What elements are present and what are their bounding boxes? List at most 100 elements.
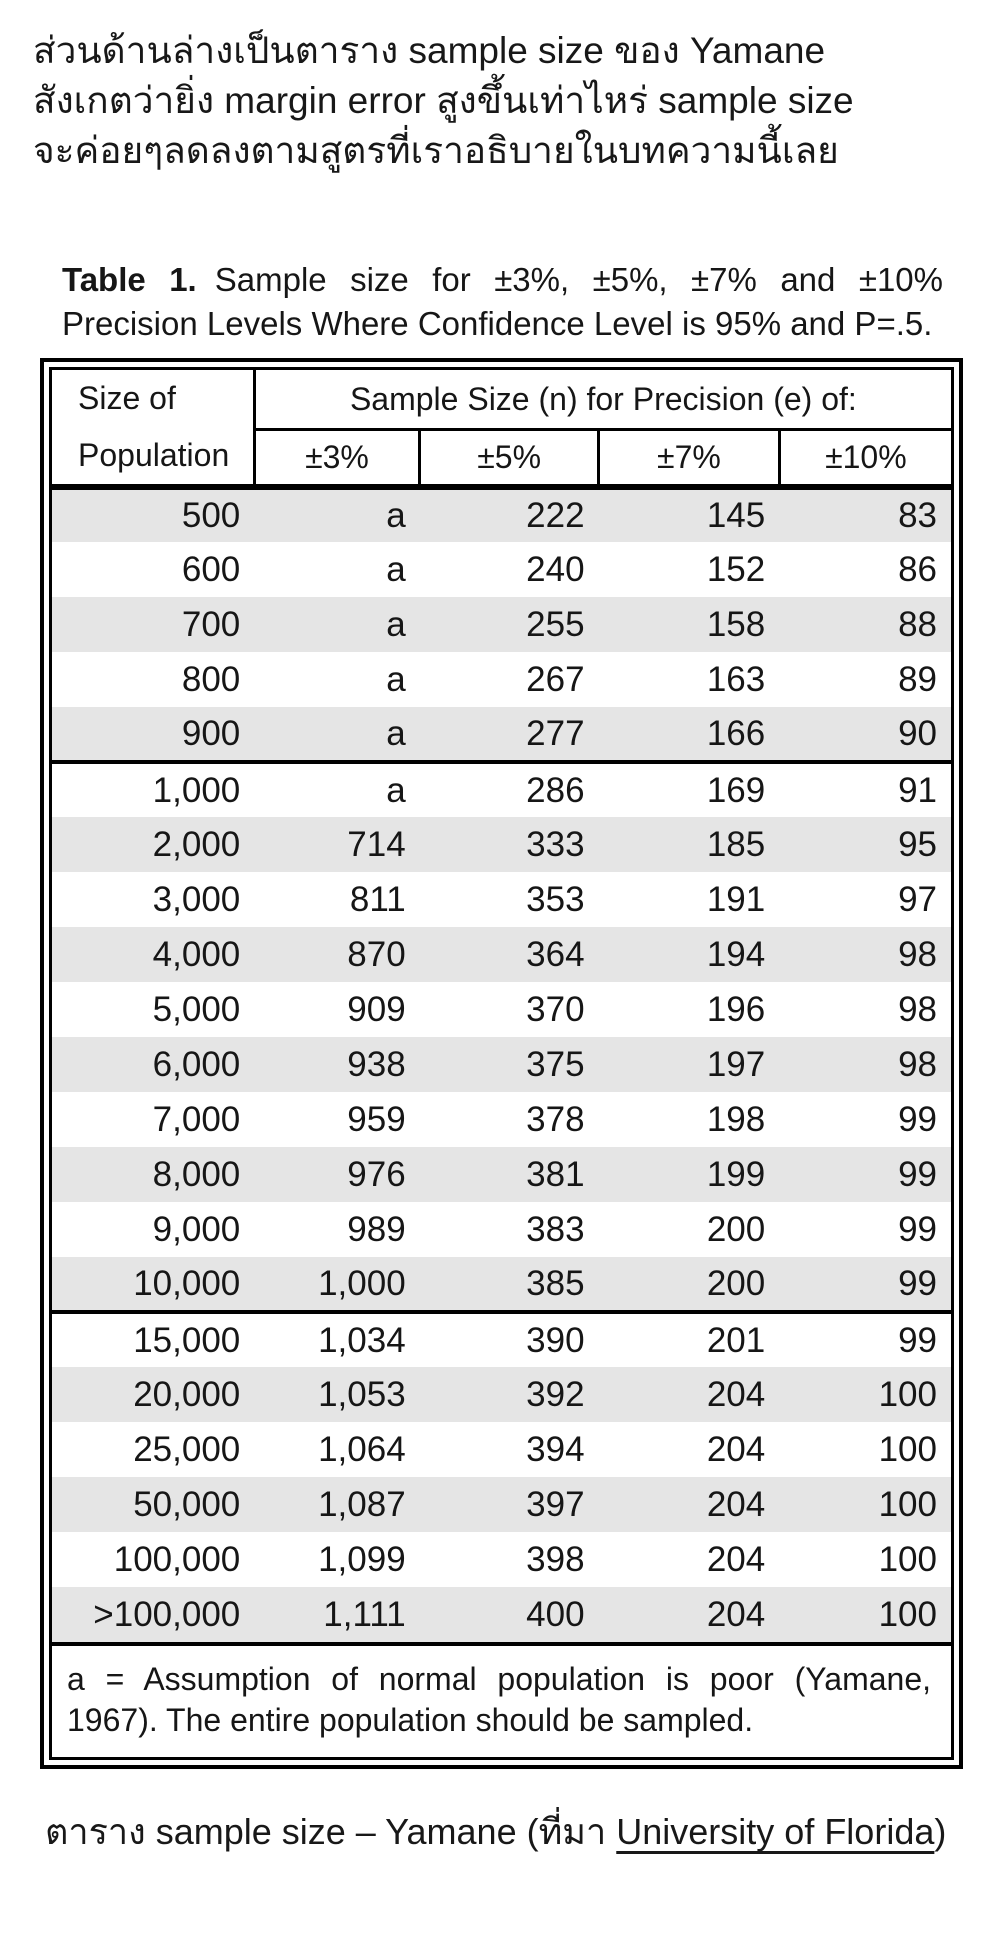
population-cell: 5,000 bbox=[152, 989, 241, 1029]
sample-size-cell: 197 bbox=[706, 1044, 766, 1084]
intro-line: สังเกตว่ายิ่ง margin error สูงขึ้นเท่าไห… bbox=[33, 80, 854, 121]
population-cell: 50,000 bbox=[133, 1484, 241, 1524]
sample-size-cell: 100 bbox=[878, 1594, 937, 1634]
caption-suffix: ) bbox=[934, 1811, 947, 1852]
sample-size-cell: 1,053 bbox=[318, 1374, 406, 1414]
population-cell: 10,000 bbox=[133, 1263, 241, 1303]
table-row: 100,000 1,099 398 204 100 bbox=[52, 1532, 951, 1587]
sample-size-cell: 381 bbox=[526, 1154, 585, 1194]
sample-size-cell: 204 bbox=[706, 1429, 766, 1469]
sample-size-cell: 333 bbox=[526, 824, 585, 864]
sample-size-cell: 204 bbox=[706, 1539, 766, 1579]
source-link[interactable]: University of Florida bbox=[616, 1811, 935, 1852]
sample-size-cell: 83 bbox=[898, 496, 937, 535]
sample-size-cell: 286 bbox=[419, 760, 599, 817]
sample-size-cell: a bbox=[386, 659, 406, 699]
sample-size-cell: 364 bbox=[526, 934, 585, 974]
table-title: Table 1. Sample size for ±3%, ±5%, ±7% an… bbox=[62, 258, 943, 346]
sample-size-cell: 91 bbox=[779, 760, 951, 817]
population-cell: 600 bbox=[181, 549, 241, 589]
population-cell: 7,000 bbox=[152, 1099, 241, 1139]
population-cell: 20,000 bbox=[133, 1374, 241, 1414]
sample-size-cell: 200 bbox=[706, 1209, 766, 1249]
table-row: 600 a 240 152 86 bbox=[52, 542, 951, 597]
sample-size-cell: 383 bbox=[526, 1209, 585, 1249]
table-row: 6,000 938 375 197 98 bbox=[52, 1037, 951, 1092]
table-row: 1,000 a 286 169 91 bbox=[52, 760, 951, 817]
sample-size-cell: 204 bbox=[706, 1484, 766, 1524]
table-row: 9,000 989 383 200 99 bbox=[52, 1202, 951, 1257]
sample-size-cell: 89 bbox=[898, 659, 937, 699]
sample-size-cell: 100 bbox=[878, 1374, 937, 1414]
population-cell: 100,000 bbox=[113, 1539, 241, 1579]
table-row: 50,000 1,087 397 204 100 bbox=[52, 1477, 951, 1532]
population-cell: 1,000 bbox=[52, 760, 255, 817]
table-row: 7,000 959 378 198 99 bbox=[52, 1092, 951, 1147]
table-row: 4,000 870 364 194 98 bbox=[52, 927, 951, 982]
population-cell: 6,000 bbox=[152, 1044, 241, 1084]
sample-size-cell: 86 bbox=[898, 549, 937, 589]
sample-size-cell: 98 bbox=[898, 1044, 937, 1084]
sample-size-cell: 98 bbox=[898, 934, 937, 974]
sample-size-cell: a bbox=[386, 713, 406, 753]
table-row: 2,000 714 333 185 95 bbox=[52, 817, 951, 872]
sample-size-cell: 100 bbox=[878, 1539, 937, 1579]
population-cell: 9,000 bbox=[152, 1209, 241, 1249]
sample-size-cell: 1,064 bbox=[318, 1429, 406, 1469]
sample-size-cell: 378 bbox=[526, 1099, 585, 1139]
header-precision-5pct: ±5% bbox=[418, 429, 599, 491]
table-body: 500 a 222 145 83 600 a 240 152 86 700 a 255 158 88 800 a… bbox=[52, 487, 951, 1642]
table-header: Size of Population Sample Size (n) for P… bbox=[52, 370, 951, 491]
sample-size-cell: 398 bbox=[526, 1539, 585, 1579]
sample-size-cell: 222 bbox=[526, 496, 585, 535]
sample-size-cell: 1,000 bbox=[318, 1263, 406, 1303]
sample-size-cell: 255 bbox=[526, 604, 585, 644]
table-row: 20,000 1,053 392 204 100 bbox=[52, 1367, 951, 1422]
table-row: 25,000 1,064 394 204 100 bbox=[52, 1422, 951, 1477]
sample-size-cell: 204 bbox=[706, 1594, 766, 1634]
header-precision-10pct: ±10% bbox=[777, 429, 951, 491]
sample-size-cell: 909 bbox=[347, 989, 406, 1029]
sample-size-cell: 400 bbox=[526, 1594, 585, 1634]
sample-size-cell: 100 bbox=[878, 1484, 937, 1524]
table-title-text: Sample size for ±3%, ±5%, ±7% and ±10% P… bbox=[62, 261, 943, 342]
sample-size-cell: 1,099 bbox=[318, 1539, 406, 1579]
population-cell: 900 bbox=[181, 713, 241, 753]
sample-size-cell: 989 bbox=[347, 1209, 406, 1249]
sample-size-cell: 394 bbox=[526, 1429, 585, 1469]
sample-size-cell: 88 bbox=[898, 604, 937, 644]
sample-size-cell: 240 bbox=[526, 549, 585, 589]
sample-size-cell: 98 bbox=[898, 989, 937, 1029]
intro-line: จะค่อยๆลดลงตามสูตรที่เราอธิบายในบทความนี… bbox=[33, 130, 839, 171]
table-row: 500 a 222 145 83 bbox=[52, 487, 951, 542]
sample-size-cell: 204 bbox=[706, 1374, 766, 1414]
sample-size-cell: 938 bbox=[347, 1044, 406, 1084]
sample-size-cell: 166 bbox=[706, 713, 766, 753]
population-cell: 700 bbox=[181, 604, 241, 644]
caption-prefix: ตาราง sample size – Yamane (ที่มา bbox=[45, 1811, 617, 1852]
sample-size-cell: 1,111 bbox=[323, 1594, 406, 1634]
sample-size-cell: 99 bbox=[779, 1310, 951, 1367]
page: { "intro": { "lines": [ "ส่วนด้านล่างเป็… bbox=[0, 26, 999, 1945]
sample-size-cell: 375 bbox=[526, 1044, 585, 1084]
table-header-row-precision: ±3% ±5% ±7% ±10% bbox=[52, 429, 951, 491]
sample-size-cell: 99 bbox=[898, 1209, 937, 1249]
population-cell: 8,000 bbox=[152, 1154, 241, 1194]
table-row: 10,000 1,000 385 200 99 bbox=[52, 1257, 951, 1312]
sample-size-cell: 277 bbox=[526, 713, 585, 753]
table-row: >100,000 1,111 400 204 100 bbox=[52, 1587, 951, 1642]
sample-size-cell: 811 bbox=[349, 879, 406, 919]
intro-paragraph: ส่วนด้านล่างเป็นตาราง sample size ของ Ya… bbox=[33, 26, 981, 176]
population-cell: 4,000 bbox=[152, 934, 241, 974]
population-cell: 25,000 bbox=[133, 1429, 241, 1469]
population-cell: 800 bbox=[181, 659, 241, 699]
sample-size-cell: a bbox=[254, 760, 420, 817]
table-row: 800 a 267 163 89 bbox=[52, 652, 951, 707]
table-caption: ตาราง sample size – Yamane (ที่มา Univer… bbox=[45, 1803, 999, 1860]
table-row: 700 a 255 158 88 bbox=[52, 597, 951, 652]
sample-size-cell: 976 bbox=[347, 1154, 406, 1194]
sample-size-cell: 185 bbox=[706, 824, 766, 864]
sample-size-cell: 95 bbox=[898, 824, 937, 864]
header-precision-3pct: ±3% bbox=[254, 429, 420, 491]
sample-size-cell: 99 bbox=[898, 1099, 937, 1139]
